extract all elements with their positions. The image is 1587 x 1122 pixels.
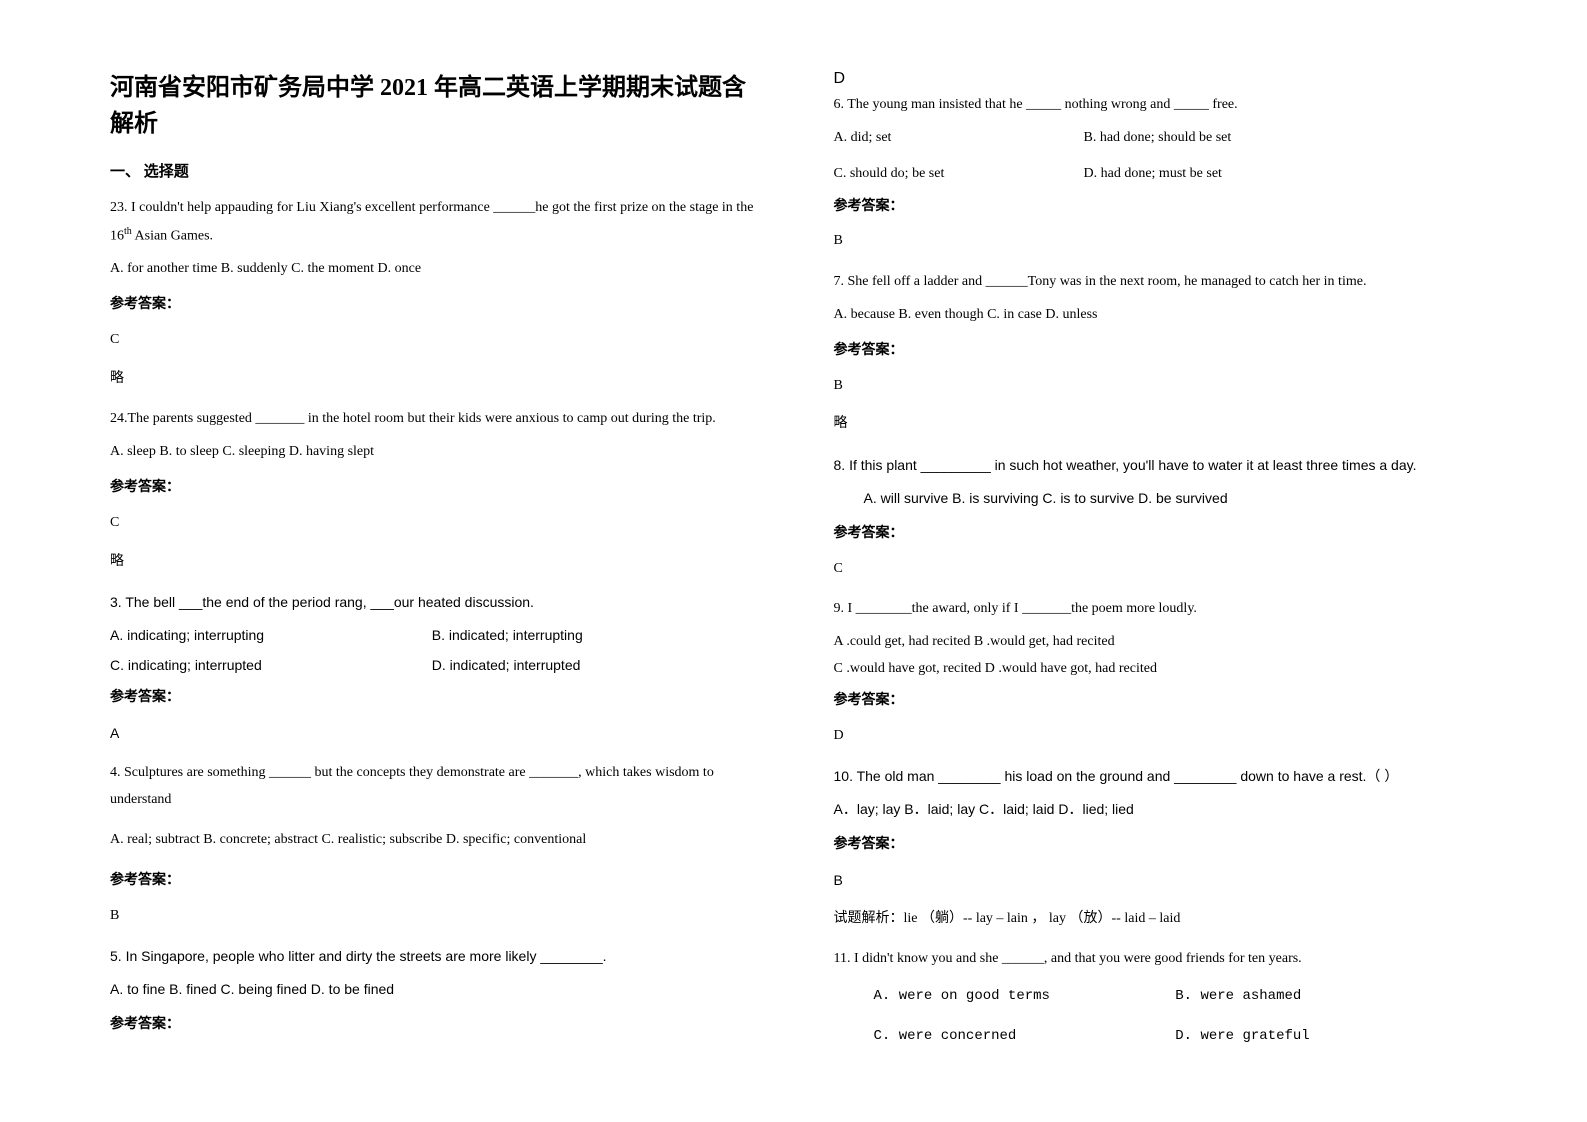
q23-text-suffix: Asian Games.: [132, 228, 213, 243]
question-text: 10. The old man ________ his load on the…: [834, 763, 1478, 790]
q4-options: A. real; subtract B. concrete; abstract …: [110, 827, 754, 854]
question-4: 4. Sculptures are something ______ but t…: [110, 760, 754, 929]
q6-opt-d: D. had done; must be set: [1084, 161, 1222, 188]
q7-answer: B: [834, 373, 1478, 400]
answer-label: 参考答案：: [110, 685, 754, 712]
q4-answer: B: [110, 903, 754, 930]
q3-opt-d: D. indicated; interrupted: [432, 652, 754, 679]
question-6: 6. The young man insisted that he _____ …: [834, 92, 1478, 255]
question-7: 7. She fell off a ladder and ______Tony …: [834, 269, 1478, 438]
q10-explanation: 试题解析：lie （躺）-- lay – lain ， lay （放）-- la…: [834, 906, 1478, 933]
answer-label: 参考答案：: [834, 521, 1478, 548]
answer-label: 参考答案：: [110, 1012, 754, 1039]
q3-answer: A: [110, 720, 754, 747]
q8-options: A. will survive B. is surviving C. is to…: [834, 485, 1478, 512]
question-text: 4. Sculptures are something ______ but t…: [110, 760, 754, 813]
q6-opt-a: A. did; set: [834, 125, 1084, 152]
q23-sup: th: [124, 226, 132, 237]
q3-opt-b: B. indicated; interrupting: [432, 622, 754, 649]
left-column: 河南省安阳市矿务局中学 2021 年高二英语上学期期末试题含解析 一、 选择题 …: [90, 70, 794, 1082]
answer-label: 参考答案：: [834, 338, 1478, 365]
q11-opt-a: A. were on good terms: [874, 983, 1176, 1010]
q6-opts-row1: A. did; set B. had done; should be set: [834, 125, 1478, 152]
q8-answer: C: [834, 556, 1478, 583]
q11-opt-c: C. were concerned: [874, 1023, 1176, 1050]
omit-note: 略: [834, 411, 1478, 438]
q24-answer: C: [110, 510, 754, 537]
q23-options: A. for another time B. suddenly C. the m…: [110, 256, 754, 283]
question-text: 24.The parents suggested _______ in the …: [110, 406, 754, 433]
question-text: 5. In Singapore, people who litter and d…: [110, 943, 754, 970]
answer-label: 参考答案：: [110, 292, 754, 319]
q5-options: A. to fine B. fined C. being fined D. to…: [110, 976, 754, 1003]
q11-opts: A. were on good terms B. were ashamed C.…: [834, 983, 1478, 1050]
q7-options: A. because B. even though C. in case D. …: [834, 302, 1478, 329]
question-3: 3. The bell ___the end of the period ran…: [110, 589, 754, 746]
omit-note: 略: [110, 366, 754, 393]
question-text: 6. The young man insisted that he _____ …: [834, 92, 1478, 119]
question-text: 3. The bell ___the end of the period ran…: [110, 589, 754, 616]
right-column: D 6. The young man insisted that he ____…: [794, 70, 1498, 1082]
q11-opt-d: D. were grateful: [1175, 1023, 1477, 1050]
q3-opt-c: C. indicating; interrupted: [110, 652, 432, 679]
question-text: 9. I ________the award, only if I ______…: [834, 596, 1478, 623]
question-5: 5. In Singapore, people who litter and d…: [110, 943, 754, 1039]
q6-opt-b: B. had done; should be set: [1084, 125, 1232, 152]
question-8: 8. If this plant _________ in such hot w…: [834, 452, 1478, 582]
q6-opts-row2: C. should do; be set D. had done; must b…: [834, 161, 1478, 188]
section-heading: 一、 选择题: [110, 160, 754, 181]
question-11: 11. I didn't know you and she ______, an…: [834, 946, 1478, 1050]
question-9: 9. I ________the award, only if I ______…: [834, 596, 1478, 749]
q3-options-row1: A. indicating; interrupting B. indicated…: [110, 622, 754, 649]
omit-note: 略: [110, 549, 754, 576]
q24-options: A. sleep B. to sleep C. sleeping D. havi…: [110, 439, 754, 466]
q3-options-row2: C. indicating; interrupted D. indicated;…: [110, 652, 754, 679]
question-23: 23. I couldn't help appauding for Liu Xi…: [110, 195, 754, 392]
question-text: 8. If this plant _________ in such hot w…: [834, 452, 1478, 479]
prev-answer: D: [834, 70, 1478, 88]
q10-answer: B: [834, 867, 1478, 894]
q23-answer: C: [110, 327, 754, 354]
answer-label: 参考答案：: [834, 688, 1478, 715]
question-text: 11. I didn't know you and she ______, an…: [834, 946, 1478, 973]
q9-answer: D: [834, 723, 1478, 750]
answer-label: 参考答案：: [834, 194, 1478, 221]
answer-label: 参考答案：: [834, 832, 1478, 859]
q11-opt-b: B. were ashamed: [1175, 983, 1477, 1010]
question-10: 10. The old man ________ his load on the…: [834, 763, 1478, 932]
question-text: 23. I couldn't help appauding for Liu Xi…: [110, 195, 754, 250]
document-title: 河南省安阳市矿务局中学 2021 年高二英语上学期期末试题含解析: [110, 70, 754, 142]
q6-opt-c: C. should do; be set: [834, 161, 1084, 188]
q3-opt-a: A. indicating; interrupting: [110, 622, 432, 649]
q9-opts-line2: C .would have got, recited D .would have…: [834, 656, 1478, 683]
q6-answer: B: [834, 228, 1478, 255]
question-24: 24.The parents suggested _______ in the …: [110, 406, 754, 575]
question-text: 7. She fell off a ladder and ______Tony …: [834, 269, 1478, 296]
q10-options: A．lay; lay B．laid; lay C．laid; laid D．li…: [834, 796, 1478, 823]
q9-opts-line1: A .could get, had recited B .would get, …: [834, 629, 1478, 656]
answer-label: 参考答案：: [110, 868, 754, 895]
answer-label: 参考答案：: [110, 475, 754, 502]
